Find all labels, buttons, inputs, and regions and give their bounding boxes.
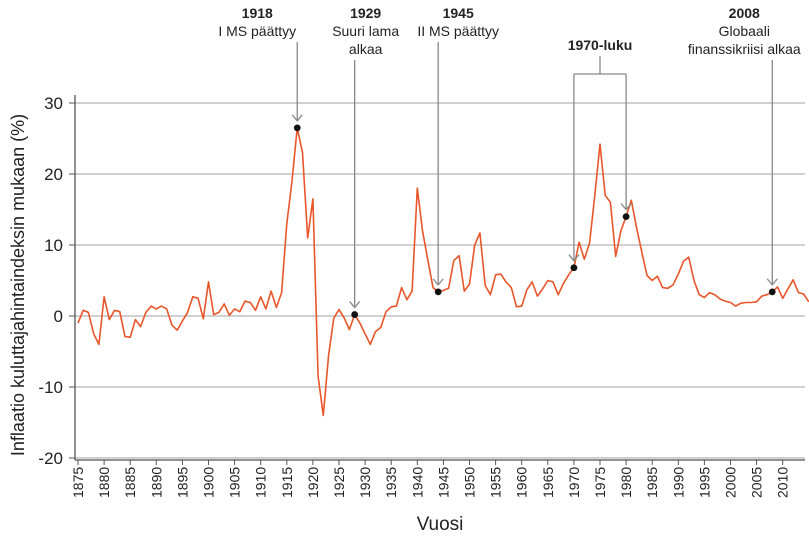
- arrow-head-icon: [432, 278, 444, 286]
- y-tick-label: -10: [38, 378, 63, 397]
- y-axis-title: Inflaatio kuluttajahintaindeksin mukaan …: [8, 114, 28, 456]
- annotation-year: 1929: [350, 5, 381, 21]
- x-tick-label: 1975: [592, 467, 608, 498]
- x-tick-label: 1920: [305, 467, 321, 498]
- annotation-text: alkaa: [349, 41, 383, 57]
- annotation-text: Suuri lama: [332, 23, 399, 39]
- x-tick-label: 1880: [96, 467, 112, 498]
- x-tick-label: 1905: [227, 467, 243, 498]
- x-tick-label: 1995: [696, 467, 712, 498]
- annotation-year: 2008: [729, 5, 760, 21]
- annotation-text: Globaali: [719, 23, 770, 39]
- x-tick-label: 1950: [462, 467, 478, 498]
- x-tick-label: 1970: [566, 467, 582, 498]
- arrow-head-icon: [568, 254, 580, 262]
- x-tick-label: 1910: [253, 467, 269, 498]
- x-tick-label: 1885: [122, 467, 138, 498]
- x-tick-label: 1940: [409, 467, 425, 498]
- x-tick-label: 1930: [357, 467, 373, 498]
- x-tick-label: 2005: [749, 467, 765, 498]
- y-tick-label: 30: [44, 94, 63, 113]
- annotation-point: [768, 288, 776, 296]
- x-tick-label: 1890: [148, 467, 164, 498]
- annotation-point: [622, 213, 630, 221]
- x-tick-label: 1985: [644, 467, 660, 498]
- x-tick-label: 1875: [70, 467, 86, 498]
- arrow-head-icon: [766, 278, 778, 286]
- annotation-year: 1918: [242, 5, 273, 21]
- x-tick-label: 1935: [383, 467, 399, 498]
- x-tick-label: 1960: [514, 467, 530, 498]
- x-tick-label: 1980: [618, 467, 634, 498]
- x-tick-label: 1915: [279, 467, 295, 498]
- x-tick-label: 1955: [488, 467, 504, 498]
- arrow-head-icon: [620, 203, 632, 211]
- x-tick-label: 2000: [723, 467, 739, 498]
- bracket-label: 1970-luku: [568, 37, 633, 53]
- annotation-point: [351, 311, 359, 318]
- x-tick-label: 2010: [775, 467, 791, 498]
- x-tick-label: 1925: [331, 467, 347, 498]
- x-axis-title: Vuosi: [417, 514, 464, 535]
- annotation-text: II MS päättyy: [417, 23, 499, 39]
- x-tick-label: 1945: [435, 467, 451, 498]
- annotation-text: finanssikriisi alkaa: [688, 41, 801, 57]
- y-tick-label: -20: [38, 449, 63, 468]
- x-tick-label: 1900: [201, 467, 217, 498]
- y-tick-label: 20: [44, 165, 63, 184]
- annotation-point: [293, 124, 301, 132]
- annotation-text: I MS päättyy: [218, 23, 296, 39]
- x-tick-label: 1895: [174, 467, 190, 498]
- x-tick-label: 1965: [540, 467, 556, 498]
- arrow-head-icon: [349, 301, 361, 309]
- annotation-point: [434, 288, 442, 296]
- y-tick-label: 10: [44, 236, 63, 255]
- annotation-point: [570, 264, 578, 272]
- annotation-year: 1945: [443, 5, 474, 21]
- x-tick-label: 1990: [670, 467, 686, 498]
- inflation-series-line: [77, 127, 809, 417]
- arrow-head-icon: [291, 114, 303, 122]
- y-tick-label: 0: [54, 307, 63, 326]
